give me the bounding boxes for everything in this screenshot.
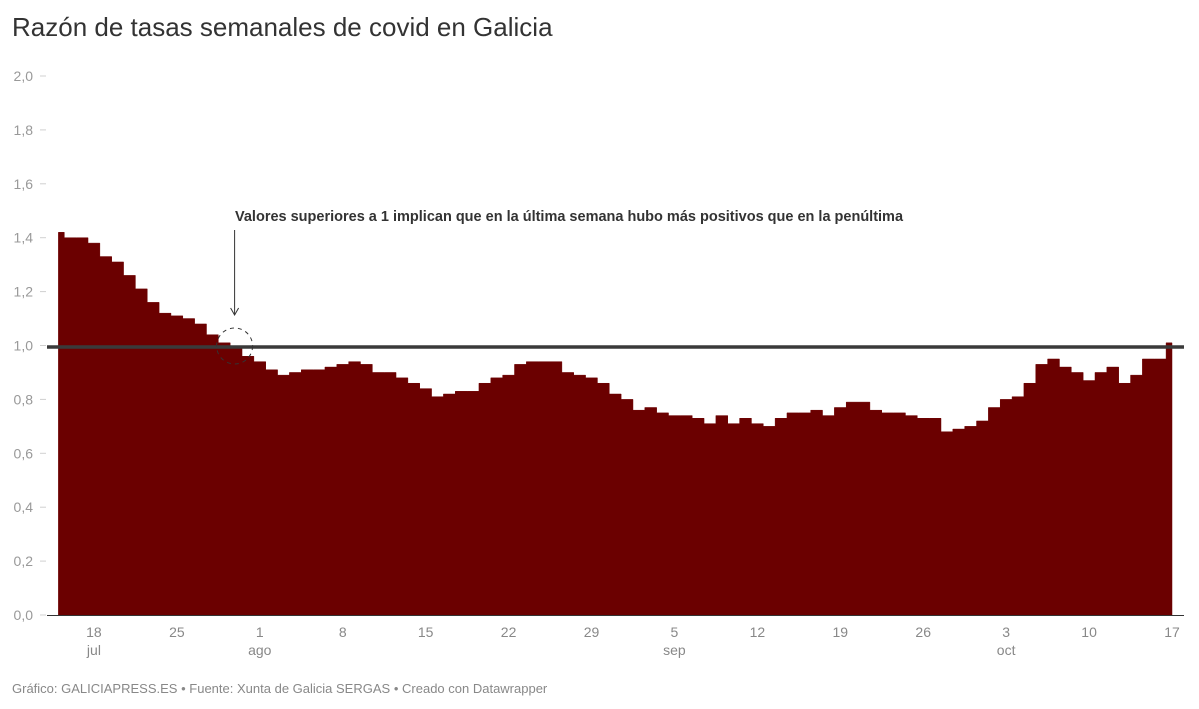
footer-grafico-source: GALICIAPRESS.ES <box>61 681 178 696</box>
x-tick-label: 10 <box>1081 624 1097 640</box>
footer-fuente-source: Xunta de Galicia SERGAS <box>237 681 391 696</box>
y-tick-label: 1,2 <box>14 284 34 300</box>
annotation: Valores superiores a 1 implican que en l… <box>216 209 904 365</box>
x-tick-month-label: ago <box>248 642 272 658</box>
x-tick-label: 17 <box>1164 624 1180 640</box>
x-tick-label: 3 <box>1002 624 1010 640</box>
annotation-highlight-circle <box>216 327 254 365</box>
area-series <box>58 232 1173 616</box>
x-tick-label: 22 <box>501 624 517 640</box>
y-tick-label: 0,6 <box>14 445 34 461</box>
x-tick-label: 1 <box>256 624 264 640</box>
footer-separator: • <box>393 681 399 696</box>
x-tick-month-label: jul <box>86 642 101 658</box>
y-tick-label: 0,2 <box>14 553 34 569</box>
y-tick-label: 0,0 <box>14 607 34 623</box>
footer-created-with: Creado con Datawrapper <box>402 681 548 696</box>
footer-fuente-label: Fuente: <box>189 681 234 696</box>
annotation-text: Valores superiores a 1 implican que en l… <box>235 209 904 225</box>
x-tick-label: 25 <box>169 624 185 640</box>
x-tick-label: 8 <box>339 624 347 640</box>
y-tick-label: 1,4 <box>14 230 34 246</box>
x-tick-label: 29 <box>584 624 600 640</box>
footer-grafico-label: Gráfico: <box>12 681 58 696</box>
x-tick-month-label: sep <box>663 642 686 658</box>
chart-title: Razón de tasas semanales de covid en Gal… <box>12 12 553 42</box>
y-tick-label: 1,0 <box>14 338 34 354</box>
y-axis: 0,0 0,2 0,4 0,6 0,8 1,0 1,2 1,4 1,6 1,8 2,0 <box>14 68 46 623</box>
x-tick-label: 18 <box>86 624 102 640</box>
footer-separator: • <box>181 681 186 696</box>
x-tick-label: 12 <box>750 624 766 640</box>
chart-area-series <box>58 232 1173 616</box>
arrow-down-icon <box>230 307 240 317</box>
y-tick-label: 2,0 <box>14 68 34 84</box>
x-tick-label: 5 <box>671 624 679 640</box>
x-tick-month-label: oct <box>997 642 1016 658</box>
y-tick-label: 0,8 <box>14 391 34 407</box>
x-axis: 18 jul 25 1 ago 8 15 22 29 5 sep 12 19 26 3 oct 10 17 <box>47 615 1184 658</box>
x-tick-label: 26 <box>915 624 931 640</box>
x-tick-label: 15 <box>418 624 434 640</box>
chart-footer: Gráfico: GALICIAPRESS.ES • Fuente: Xunta… <box>12 681 547 696</box>
y-tick-label: 1,8 <box>14 122 34 138</box>
y-tick-label: 0,4 <box>14 499 34 515</box>
y-tick-label: 1,6 <box>14 176 34 192</box>
x-tick-label: 19 <box>833 624 849 640</box>
